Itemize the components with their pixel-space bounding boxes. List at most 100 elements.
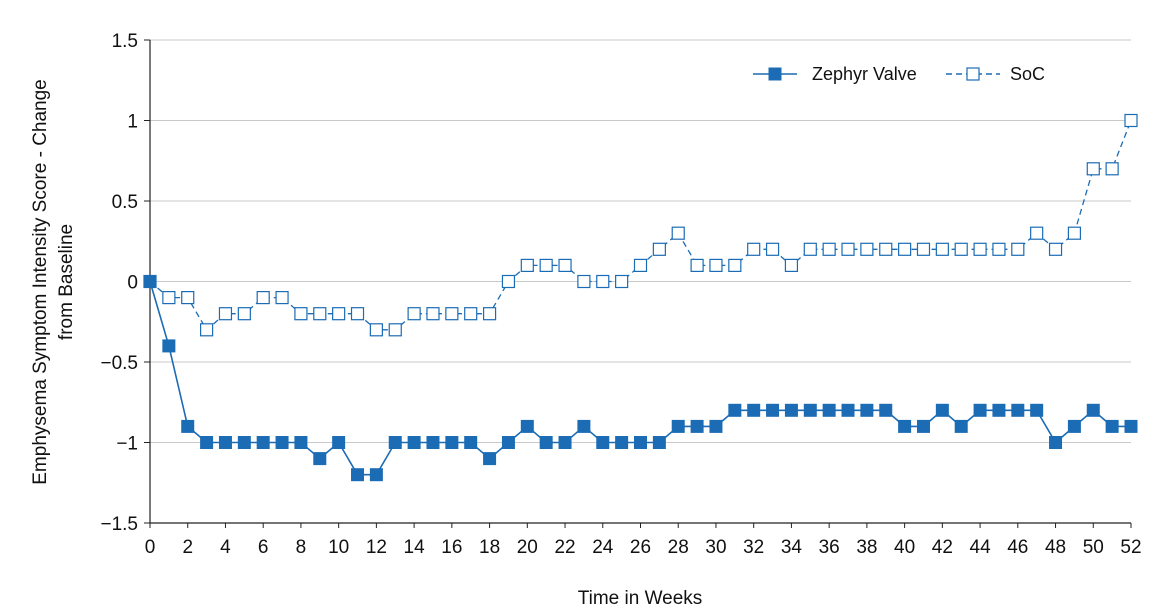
data-point [275,291,289,305]
data-point [1086,403,1100,417]
data-point [652,242,666,256]
data-point [634,436,647,449]
data-point [294,307,308,321]
data-point [520,258,534,272]
x-tick-label: 52 [1120,537,1141,558]
x-tick-label: 50 [1083,537,1104,558]
data-point [671,226,685,240]
data-point [954,419,968,433]
data-point [1049,436,1063,449]
data-point [407,436,421,449]
legend-soc-label: SoC [1010,64,1045,84]
x-tick-label: 16 [441,537,462,558]
data-point [615,274,629,289]
data-point [1105,419,1119,433]
data-point [426,307,440,321]
y-tick-label: −1.5 [100,514,138,535]
y-axis-title-line-1: Emphysema Symptom Intensity Score - Chan… [30,79,51,485]
data-point [690,419,704,433]
data-point [237,307,251,321]
legend-zephyr-marker [768,67,782,81]
data-point [256,291,270,305]
data-point [728,258,742,272]
y-tick-label: 0.5 [112,192,138,213]
data-point [577,274,591,289]
data-point [822,403,836,417]
series-zephyr-valve [143,275,1138,482]
data-point [558,436,572,449]
x-tick-label: 14 [404,537,426,558]
tick-labels: −1.5−1−0.500.511.50 2 4 6 8 10 12 14 16 18 20 22 24 2… [100,31,1141,558]
data-point [935,242,949,256]
y-tick-label: −1 [116,434,138,455]
data-point [558,258,572,272]
data-point [1124,113,1138,128]
x-tick-label: 6 [258,537,269,558]
data-point [351,468,365,482]
data-point [596,436,610,449]
data-point [501,436,515,449]
data-point [916,242,931,256]
data-point [482,307,497,321]
data-point [483,452,497,466]
data-point [709,258,723,272]
data-point [633,258,648,272]
data-point [709,419,723,433]
y-tick-label: 1.5 [112,31,138,52]
legend: Zephyr Valve SoC [753,64,1045,84]
data-point [1086,162,1100,176]
x-tick-label: 46 [1007,537,1028,558]
x-tick-label: 20 [517,537,538,558]
series-line [149,120,1132,331]
data-point [765,242,780,256]
data-point [256,436,270,449]
x-tick-label: 38 [856,537,877,558]
x-tick-label: 8 [296,537,307,558]
data-point [992,242,1006,256]
data-point [860,403,874,417]
data-point [803,403,817,417]
data-point [652,436,666,449]
legend-soc-marker [966,67,980,81]
x-tick-label: 34 [781,537,803,558]
x-tick-label: 18 [479,537,500,558]
data-point [539,436,553,449]
x-tick-label: 32 [743,537,764,558]
data-point [539,258,553,272]
data-point [464,436,478,449]
x-tick-label: 26 [630,537,651,558]
data-point [690,258,704,272]
data-point [407,307,421,321]
data-point [954,242,968,256]
data-point [218,436,232,449]
y-axis-title-line-2: from Baseline [56,224,77,340]
data-point [860,242,874,256]
data-point [181,419,195,433]
data-point [803,242,817,256]
data-point [615,436,629,449]
data-point [332,436,346,449]
data-point [1124,419,1138,433]
y-tick-label: 1 [127,112,138,133]
x-tick-label: 28 [668,537,689,558]
data-point [388,436,402,449]
x-tick-label: 44 [970,537,992,558]
legend-zephyr-label: Zephyr Valve [812,64,917,84]
data-point [426,436,440,449]
series-soc [143,113,1138,337]
y-tick-label: −0.5 [100,353,138,374]
data-point [879,242,893,256]
data-point [181,291,195,305]
data-point [200,323,214,337]
data-point [992,403,1006,417]
data-point [747,403,761,417]
x-tick-label: 12 [366,537,387,558]
data-point [728,403,742,417]
data-point [162,339,176,353]
data-point [1048,242,1063,256]
data-point [143,275,157,288]
x-tick-label: 30 [705,537,726,558]
data-point [369,468,383,482]
data-point [879,403,893,417]
